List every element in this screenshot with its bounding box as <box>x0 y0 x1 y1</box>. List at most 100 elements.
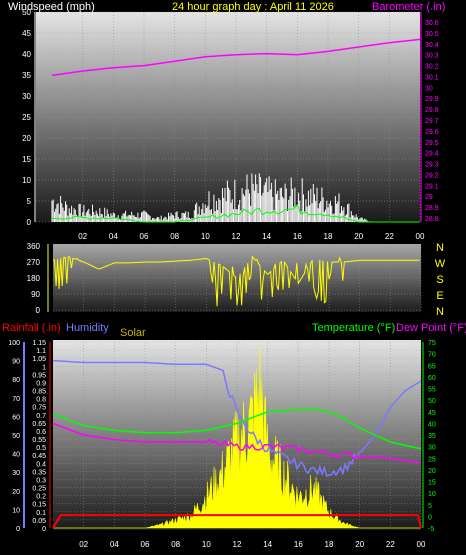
temp-y-tick: 35 <box>428 433 436 440</box>
wind-y-tick: 25 <box>22 113 31 122</box>
rainfall-series <box>52 514 422 529</box>
weather-x-tick: 06 <box>141 540 150 549</box>
temp-y-tick: 45 <box>428 410 436 417</box>
compass-label: S <box>436 274 443 286</box>
wind-y-tick: 10 <box>22 176 31 185</box>
rain-y-tick: 0.05 <box>32 518 46 525</box>
barometer-series <box>51 38 421 77</box>
barometer-y-tick: 30.3 <box>425 53 439 60</box>
rainfall-title: Rainfall (.in) <box>2 322 61 334</box>
rain-y-tick: 0.85 <box>32 389 46 396</box>
rain-y-tick: 0.3 <box>36 477 46 484</box>
direction-y-tick: 180 <box>27 274 41 283</box>
weather-x-tick: 18 <box>325 540 334 549</box>
humidity-y-tick: 30 <box>12 470 20 477</box>
humidity-y-tick: 90 <box>12 359 20 366</box>
temp-y-tick: 65 <box>428 363 436 370</box>
wind-x-tick: 18 <box>324 232 333 241</box>
weather-x-tick: 10 <box>202 540 211 549</box>
humidity-series <box>52 359 422 477</box>
humidity-y-tick: 80 <box>12 377 20 384</box>
wind-x-tick: 22 <box>385 232 394 241</box>
barometer-y-tick: 28.8 <box>425 216 439 223</box>
rain-y-tick: 0.15 <box>32 502 46 509</box>
direction-y-tick: 270 <box>27 258 41 267</box>
wind-x-tick: 08 <box>170 232 179 241</box>
temperature-title: Temperature (°F) <box>312 322 395 334</box>
barometer-y-tick: 30.5 <box>425 31 439 38</box>
barometer-y-tick: 30 <box>425 85 433 92</box>
rain-y-tick: 1.15 <box>32 340 46 347</box>
temp-y-tick: 60 <box>428 375 436 382</box>
barometer-y-tick: 30.4 <box>425 42 439 49</box>
rain-y-tick: 0.7 <box>36 413 46 420</box>
solar-series <box>53 345 421 529</box>
barometer-y-tick: 29.4 <box>425 151 439 158</box>
rain-y-tick: 1 <box>42 364 46 371</box>
weather-x-tick: 00 <box>417 540 426 549</box>
wind-x-tick: 12 <box>232 232 241 241</box>
wind-x-tick: 04 <box>109 232 118 241</box>
rain-y-tick: 0.8 <box>36 397 46 404</box>
wind-y-tick: 5 <box>27 197 32 206</box>
temp-y-tick: 10 <box>428 491 436 498</box>
rain-y-tick: 0.55 <box>32 437 46 444</box>
barometer-y-tick: 29.9 <box>425 96 439 103</box>
barometer-y-tick: 29.5 <box>425 140 439 147</box>
temp-y-tick: 40 <box>428 421 436 428</box>
rain-y-tick: 0 <box>42 526 46 533</box>
barometer-y-tick: 28.9 <box>425 205 439 212</box>
rain-y-tick: 1.05 <box>32 356 46 363</box>
wind-x-tick: 20 <box>354 232 363 241</box>
humidity-y-tick: 50 <box>12 433 20 440</box>
barometer-y-tick: 30.1 <box>425 74 439 81</box>
wind-x-tick: 06 <box>140 232 149 241</box>
weather-x-tick: 12 <box>233 540 242 549</box>
weather-x-tick: 22 <box>386 540 395 549</box>
temp-y-tick: 0 <box>428 514 432 521</box>
barometer-y-tick: 29 <box>425 194 433 201</box>
wind-y-tick: 45 <box>22 29 31 38</box>
direction-y-tick: 0 <box>36 306 41 315</box>
wind-y-tick: 40 <box>22 50 31 59</box>
humidity-y-tick: 10 <box>12 507 20 514</box>
humidity-y-tick: 70 <box>12 396 20 403</box>
temp-y-tick: 20 <box>428 468 436 475</box>
wind-y-tick: 30 <box>22 92 31 101</box>
wind-x-tick: 10 <box>201 232 210 241</box>
wind-y-tick: 0 <box>27 218 32 227</box>
rain-y-tick: 0.45 <box>32 453 46 460</box>
temp-y-tick: 70 <box>428 352 436 359</box>
direction-y-tick: 90 <box>31 290 40 299</box>
temp-y-tick: 30 <box>428 445 436 452</box>
rain-y-tick: 0.6 <box>36 429 46 436</box>
rain-y-tick: 0.1 <box>36 510 46 517</box>
weather-x-tick: 16 <box>294 540 303 549</box>
rain-y-tick: 0.25 <box>32 486 46 493</box>
compass-label: N <box>436 306 444 318</box>
compass-label: W <box>435 258 446 270</box>
direction-y-tick: 360 <box>27 242 41 251</box>
barometer-y-tick: 29.3 <box>425 162 439 169</box>
average-wind-series <box>51 203 420 223</box>
humidity-title: Humidity <box>66 322 109 334</box>
wind-direction-series <box>52 255 420 307</box>
barometer-y-tick: 30.6 <box>425 20 439 27</box>
graph-title: 24 hour graph day : April 11 2026 <box>172 1 334 13</box>
weather-x-tick: 04 <box>110 540 119 549</box>
wind-x-tick: 16 <box>293 232 302 241</box>
rain-y-tick: 0.2 <box>36 494 46 501</box>
solar-title: Solar <box>120 327 146 339</box>
rain-y-tick: 0.9 <box>36 380 46 387</box>
rain-y-tick: 0.35 <box>32 469 46 476</box>
rain-y-tick: 0.4 <box>36 461 46 468</box>
barometer-y-tick: 29.8 <box>425 107 439 114</box>
temp-y-tick: 5 <box>428 503 432 510</box>
dew-point-series <box>52 422 422 464</box>
rain-y-tick: 0.65 <box>32 421 46 428</box>
temp-y-tick: 15 <box>428 480 436 487</box>
temp-y-tick: 55 <box>428 387 436 394</box>
rain-y-tick: 1.1 <box>36 348 46 355</box>
wind-y-tick: 15 <box>22 155 31 164</box>
